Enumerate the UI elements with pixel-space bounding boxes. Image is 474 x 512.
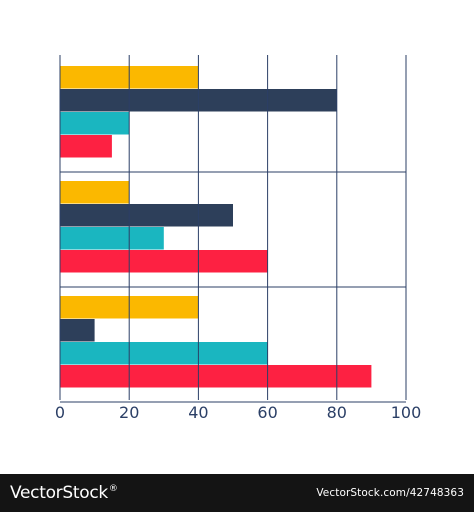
bar-group1-series4 (60, 135, 112, 158)
x-tick-label-40: 40 (188, 403, 208, 422)
x-tick-label-100: 100 (391, 403, 422, 422)
x-tick-label-20: 20 (119, 403, 139, 422)
bar-group3-series4 (60, 365, 372, 388)
x-tick-label-80: 80 (327, 403, 347, 422)
x-tick-label-60: 60 (257, 403, 277, 422)
registered-mark: ® (108, 484, 118, 494)
x-tick-label-0: 0 (55, 403, 65, 422)
bar-group2-series1 (60, 181, 130, 204)
bar-group3-series3 (60, 342, 268, 365)
watermark-footer: VectorStock ® VectorStock.com/42748363 (0, 474, 474, 512)
bar-chart: 0 20 40 60 80 100 (55, 55, 422, 422)
bar-group1-series3 (60, 112, 130, 135)
bar-group2-series4 (60, 250, 268, 273)
bar-group3-series2 (60, 319, 95, 342)
bar-group2-series2 (60, 204, 233, 227)
brand-logo: VectorStock ® (10, 483, 118, 503)
bar-group2-series3 (60, 227, 164, 250)
image-credit: VectorStock.com/42748363 (316, 487, 464, 499)
brand-name: VectorStock (10, 483, 108, 503)
